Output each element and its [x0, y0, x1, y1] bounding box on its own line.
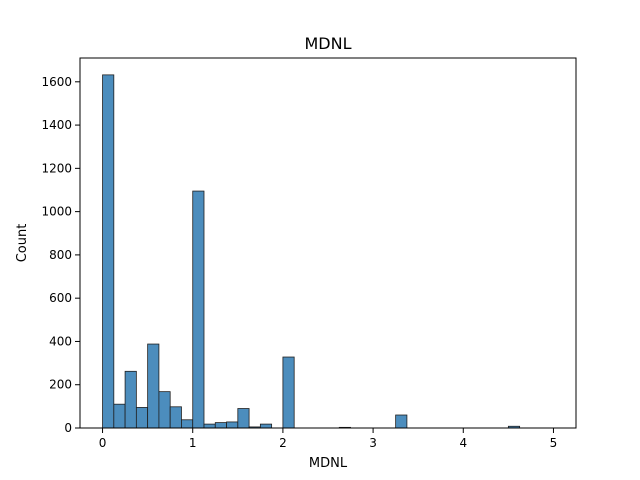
y-tick-label: 1200: [41, 161, 72, 175]
y-tick-label: 0: [64, 421, 72, 435]
chart-title: MDNL: [304, 34, 351, 53]
x-axis-label: MDNL: [309, 456, 348, 471]
histogram-bar: [282, 356, 295, 429]
y-tick-label: 600: [49, 291, 72, 305]
y-axis-ticks: 0 200 400 600 800 1000 1200 1400 1600: [41, 75, 80, 435]
histogram-bar: [102, 74, 115, 429]
y-tick-label: 1000: [41, 205, 72, 219]
x-tick-label: 1: [189, 436, 197, 450]
x-tick-label: 5: [550, 436, 558, 450]
bars-group: [102, 74, 521, 429]
x-axis-ticks: 0 1 2 3 4 5: [99, 428, 558, 450]
y-tick-label: 400: [49, 334, 72, 348]
y-axis-label: Count: [15, 224, 30, 263]
y-tick-label: 1600: [41, 75, 72, 89]
histogram-bar: [237, 408, 250, 429]
histogram-bar: [158, 391, 171, 429]
histogram-bar: [124, 370, 137, 429]
histogram-bar: [181, 419, 194, 429]
histogram-bar: [147, 343, 160, 429]
x-tick-label: 3: [369, 436, 377, 450]
histogram-bar: [395, 414, 408, 429]
histogram-bar: [259, 423, 273, 429]
plot-frame: [79, 57, 577, 429]
histogram-bar: [169, 406, 182, 429]
histogram-bar: [192, 190, 205, 429]
x-tick-label: 4: [459, 436, 467, 450]
histogram-bar: [214, 422, 227, 429]
x-tick-label: 2: [279, 436, 287, 450]
y-tick-label: 200: [49, 378, 72, 392]
histogram-bar: [226, 421, 239, 429]
x-tick-label: 0: [99, 436, 107, 450]
histogram-bar: [113, 403, 126, 429]
histogram-bar: [135, 407, 149, 429]
y-tick-label: 1400: [41, 118, 72, 132]
y-tick-label: 800: [49, 248, 72, 262]
histogram-bar: [203, 423, 216, 429]
